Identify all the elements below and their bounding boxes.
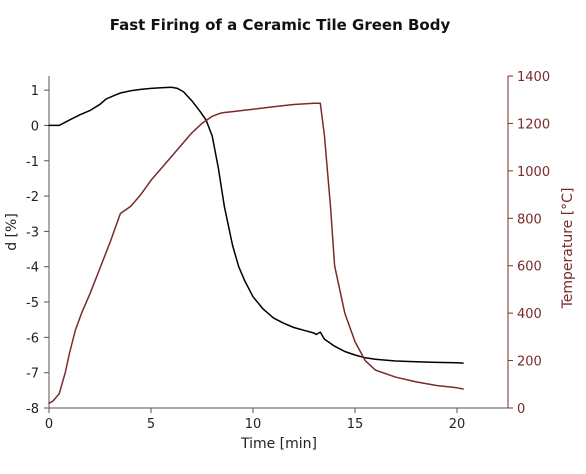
- plot-frame: [48, 76, 509, 409]
- y-left-tick-label: -2: [26, 190, 39, 205]
- x-tick-label: 5: [147, 417, 155, 432]
- y-right-axis-ticks: 1400 1200 1000 800 600 400 200 0: [508, 70, 550, 417]
- x-tick-label: 10: [245, 417, 262, 432]
- y-right-tick-label: 1200: [517, 117, 550, 132]
- shrinkage-series-line: [48, 86, 464, 364]
- x-tick-label: 15: [347, 417, 364, 432]
- series-layer: [48, 86, 464, 405]
- y-left-tick-label: 0: [31, 119, 39, 134]
- y-left-tick-label: -5: [26, 296, 39, 311]
- y-right-axis-label: Temperature [°C]: [560, 188, 576, 310]
- chart-title: Fast Firing of a Ceramic Tile Green Body: [110, 16, 451, 34]
- y-left-tick-label: -1: [26, 155, 39, 170]
- x-axis-label: Time [min]: [240, 436, 317, 452]
- y-left-tick-label: -7: [26, 367, 39, 382]
- y-right-tick-label: 800: [517, 212, 542, 227]
- x-tick-label: 20: [449, 417, 466, 432]
- y-left-tick-label: -3: [26, 225, 39, 240]
- y-left-tick-label: -6: [26, 331, 39, 346]
- y-left-axis-label: d [%]: [4, 213, 20, 251]
- x-axis-ticks: 0 5 10 15 20: [45, 408, 465, 432]
- y-right-tick-label: 1400: [517, 70, 550, 85]
- y-right-tick-label: 0: [517, 402, 525, 417]
- temperature-series-line: [48, 102, 464, 405]
- y-right-tick-label: 600: [517, 260, 542, 275]
- y-right-tick-label: 400: [517, 307, 542, 322]
- y-left-tick-label: -4: [26, 261, 39, 276]
- y-left-axis-ticks: 1 0 -1 -2 -3 -4 -5 -6 -7 -8: [26, 84, 49, 417]
- y-right-tick-label: 200: [517, 355, 542, 370]
- y-left-tick-label: 1: [31, 84, 39, 99]
- y-right-tick-label: 1000: [517, 165, 550, 180]
- y-left-tick-label: -8: [26, 402, 39, 417]
- x-tick-label: 0: [45, 417, 53, 432]
